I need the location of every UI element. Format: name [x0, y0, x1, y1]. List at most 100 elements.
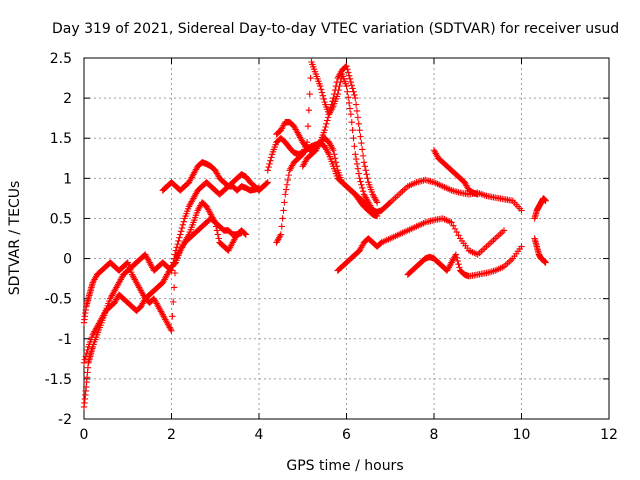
data-point	[212, 219, 219, 226]
data-point	[351, 91, 358, 99]
data-point	[283, 181, 291, 188]
data-point	[518, 207, 525, 214]
data-point	[348, 82, 355, 89]
data-point	[175, 237, 182, 245]
chart-title: Day 319 of 2021, Sidereal Day-to-day VTE…	[52, 21, 619, 37]
y-tick-label: 1	[63, 171, 72, 187]
x-tick-label: 6	[342, 427, 351, 443]
data-point	[265, 163, 272, 171]
data-point	[281, 199, 288, 206]
x-tick-label: 10	[513, 427, 531, 443]
x-tick-label: 8	[430, 427, 439, 443]
y-tick-label: 2	[63, 91, 72, 107]
data-point	[343, 82, 350, 90]
data-point	[171, 269, 179, 277]
data-point	[317, 82, 324, 90]
data-point	[355, 170, 362, 177]
data-point	[450, 222, 457, 229]
data-point	[356, 127, 363, 134]
data-point	[343, 62, 350, 70]
data-point	[263, 179, 271, 187]
data-point	[373, 199, 381, 206]
data-point	[332, 159, 340, 166]
data-point	[177, 231, 184, 238]
data-point	[451, 225, 459, 233]
data-point	[279, 215, 286, 222]
data-point	[333, 78, 341, 86]
data-point	[354, 165, 362, 172]
data-point	[168, 327, 175, 334]
y-tick-label: -1	[58, 332, 72, 348]
data-point	[448, 219, 455, 226]
data-point	[359, 152, 367, 160]
data-point	[80, 359, 88, 367]
data-point	[329, 98, 336, 105]
data-point	[353, 160, 361, 168]
data-point	[344, 88, 351, 95]
data-point	[282, 191, 289, 198]
data-point	[359, 187, 367, 195]
data-point	[357, 133, 364, 140]
data-point	[307, 74, 314, 82]
x-tick-label: 12	[600, 427, 618, 443]
data-point	[322, 123, 329, 131]
data-point	[324, 114, 332, 121]
data-point	[500, 227, 508, 234]
data-point	[361, 163, 369, 170]
y-tick-label: 0.5	[50, 211, 72, 227]
data-point	[330, 147, 337, 154]
data-point	[174, 240, 181, 248]
data-point	[242, 231, 250, 238]
data-point	[353, 107, 361, 115]
data-point	[332, 82, 340, 90]
data-point	[331, 155, 339, 162]
data-point	[456, 264, 463, 271]
data-point	[363, 171, 370, 178]
data-point	[542, 259, 549, 266]
y-tick-label: 1.5	[50, 131, 72, 147]
data-point	[474, 191, 481, 198]
data-point	[82, 353, 89, 360]
data-point	[345, 69, 352, 76]
data-point	[170, 298, 177, 306]
data-point	[331, 90, 338, 98]
data-point	[321, 127, 328, 134]
x-axis-label: GPS time / hours	[286, 458, 403, 474]
y-tick-label: -0.5	[45, 292, 72, 308]
data-point	[542, 197, 549, 204]
x-tick-label: 2	[167, 427, 176, 443]
data-point	[284, 176, 292, 184]
data-point	[344, 66, 351, 73]
data-point	[359, 146, 366, 153]
data-point	[267, 157, 274, 164]
data-point	[317, 86, 325, 93]
data-point	[282, 186, 290, 193]
data-point	[327, 104, 334, 111]
x-tick-label: 0	[80, 427, 89, 443]
data-point	[213, 227, 221, 234]
data-point	[360, 159, 368, 166]
data-markers	[80, 58, 549, 411]
data-point	[326, 107, 334, 115]
data-point	[455, 260, 462, 268]
data-point	[346, 105, 354, 112]
y-tick-label: 0	[63, 252, 72, 268]
data-point	[352, 155, 360, 163]
data-point	[349, 127, 356, 134]
y-tick-label: -1.5	[45, 372, 72, 388]
data-point	[452, 251, 460, 258]
data-point	[350, 135, 357, 142]
data-point	[170, 284, 178, 291]
data-point	[345, 99, 353, 107]
data-point	[364, 175, 371, 182]
grid-lines	[84, 58, 609, 419]
data-point	[268, 154, 275, 161]
data-point	[264, 179, 271, 186]
data-point	[328, 101, 335, 108]
data-point	[358, 139, 365, 147]
data-point	[373, 212, 381, 220]
data-point	[215, 235, 222, 242]
axes: 0 2 4 6 8 10 12 -2 -1.5 -1 -0.5 0 0.5 1 1.5 2 2.5	[45, 51, 618, 443]
data-point	[323, 120, 330, 127]
data-point	[214, 231, 222, 238]
